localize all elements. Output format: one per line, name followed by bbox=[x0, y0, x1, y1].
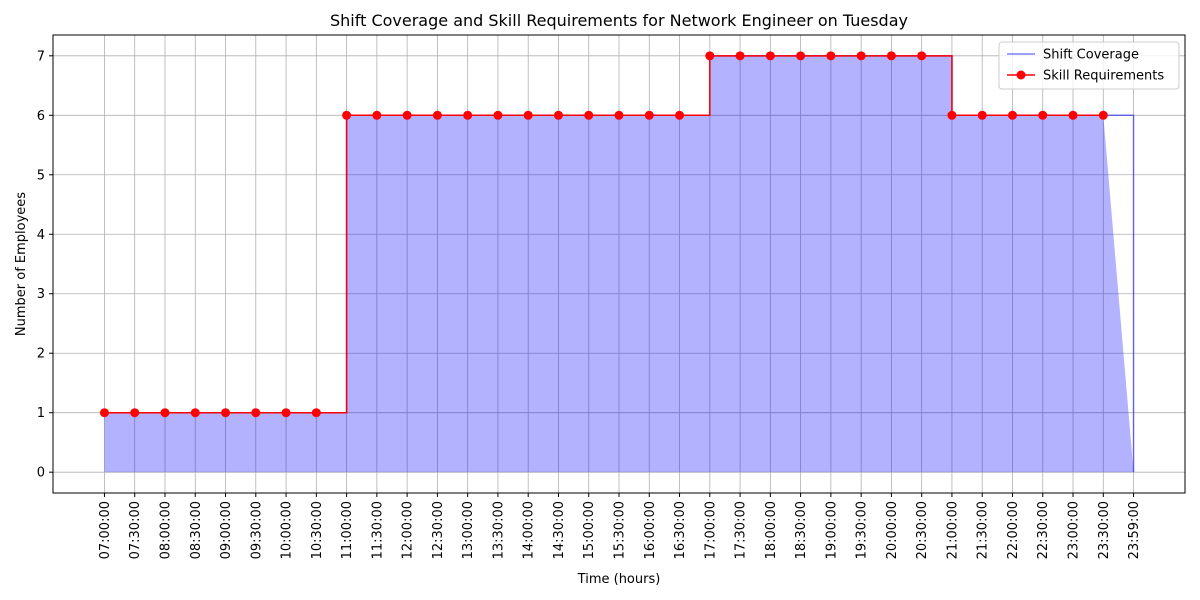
requirement-marker bbox=[553, 110, 563, 120]
x-tick-label: 11:30:00 bbox=[370, 501, 385, 559]
x-tick-label: 09:00:00 bbox=[219, 501, 234, 559]
x-tick-label: 08:00:00 bbox=[158, 501, 173, 559]
requirement-marker bbox=[1038, 110, 1048, 120]
x-tick-label: 18:00:00 bbox=[764, 501, 779, 559]
requirement-marker bbox=[856, 51, 866, 61]
requirement-marker bbox=[886, 51, 896, 61]
x-tick-label: 21:00:00 bbox=[945, 501, 960, 559]
y-tick-label: 5 bbox=[37, 168, 45, 183]
requirement-marker bbox=[251, 408, 261, 418]
x-tick-label: 15:00:00 bbox=[582, 501, 597, 559]
x-tick-label: 13:30:00 bbox=[491, 501, 506, 559]
requirement-marker bbox=[493, 110, 503, 120]
plot bbox=[99, 51, 1135, 473]
requirement-marker bbox=[644, 110, 654, 120]
x-tick-label: 09:30:00 bbox=[249, 501, 264, 559]
x-tick-label: 16:00:00 bbox=[643, 501, 658, 559]
requirement-marker bbox=[372, 110, 382, 120]
requirement-marker bbox=[584, 110, 594, 120]
x-tick-label: 19:00:00 bbox=[824, 501, 839, 559]
x-axis-label: Time (hours) bbox=[577, 572, 661, 587]
requirement-marker bbox=[826, 51, 836, 61]
requirement-marker bbox=[614, 110, 624, 120]
x-tick-label: 22:00:00 bbox=[1006, 501, 1021, 559]
legend-marker bbox=[1016, 70, 1026, 80]
requirement-marker bbox=[1068, 110, 1078, 120]
x-tick-label: 23:59:00 bbox=[1127, 501, 1142, 559]
x-tick-label: 22:30:00 bbox=[1036, 501, 1051, 559]
requirement-marker bbox=[796, 51, 806, 61]
x-tick-label: 10:00:00 bbox=[280, 501, 295, 559]
y-tick-label: 0 bbox=[37, 466, 45, 481]
x-tick-label: 11:00:00 bbox=[340, 501, 355, 559]
x-tick-label: 18:30:00 bbox=[794, 501, 809, 559]
y-tick-label: 2 bbox=[37, 347, 45, 362]
requirement-marker bbox=[221, 408, 231, 418]
legend-label: Shift Coverage bbox=[1043, 48, 1139, 63]
x-tick-label: 23:30:00 bbox=[1097, 501, 1112, 559]
requirement-marker bbox=[130, 408, 140, 418]
x-tick-label: 07:00:00 bbox=[98, 501, 113, 559]
legend-label: Skill Requirements bbox=[1043, 69, 1164, 84]
requirement-marker bbox=[705, 51, 715, 61]
y-tick-label: 1 bbox=[37, 406, 45, 421]
requirement-marker bbox=[1007, 110, 1017, 120]
requirement-marker bbox=[917, 51, 927, 61]
requirement-marker bbox=[463, 110, 473, 120]
x-tick-label: 17:30:00 bbox=[734, 501, 749, 559]
y-axis-label: Number of Employees bbox=[14, 192, 29, 336]
requirement-marker bbox=[281, 408, 291, 418]
x-tick-label: 21:30:00 bbox=[976, 501, 991, 559]
requirement-marker bbox=[160, 408, 170, 418]
requirement-marker bbox=[523, 110, 533, 120]
x-tick-label: 17:00:00 bbox=[703, 501, 718, 559]
legend: Shift Coverage Skill Requirements bbox=[998, 41, 1180, 90]
requirement-marker bbox=[675, 110, 685, 120]
requirement-marker bbox=[1098, 110, 1108, 120]
x-tick-label: 14:30:00 bbox=[552, 501, 567, 559]
requirement-marker bbox=[190, 408, 200, 418]
coverage-area bbox=[104, 55, 1134, 473]
requirement-marker bbox=[977, 110, 987, 120]
requirement-marker bbox=[735, 51, 745, 61]
ticks: 0 1 2 3 4 5 6 7 07:00:00 07:30:00 08:00:00 08:30:00… bbox=[37, 49, 1142, 559]
x-tick-label: 12:00:00 bbox=[401, 501, 416, 559]
legend-box bbox=[998, 41, 1180, 90]
y-tick-label: 3 bbox=[37, 287, 45, 302]
chart-title: Shift Coverage and Skill Requirements fo… bbox=[330, 11, 908, 30]
x-tick-label: 08:30:00 bbox=[189, 501, 204, 559]
x-tick-label: 14:00:00 bbox=[522, 501, 537, 559]
requirement-marker bbox=[342, 110, 352, 120]
requirement-marker bbox=[947, 110, 957, 120]
x-tick-label: 23:00:00 bbox=[1067, 501, 1082, 559]
x-tick-label: 15:30:00 bbox=[613, 501, 628, 559]
x-tick-label: 20:30:00 bbox=[915, 501, 930, 559]
x-tick-label: 10:30:00 bbox=[310, 501, 325, 559]
requirement-marker bbox=[432, 110, 442, 120]
y-tick-label: 6 bbox=[37, 109, 45, 124]
y-tick-label: 4 bbox=[37, 228, 45, 243]
x-tick-label: 07:30:00 bbox=[128, 501, 143, 559]
requirement-marker bbox=[765, 51, 775, 61]
x-tick-label: 13:00:00 bbox=[461, 501, 476, 559]
x-tick-label: 20:00:00 bbox=[885, 501, 900, 559]
requirement-marker bbox=[99, 408, 109, 418]
y-tick-label: 7 bbox=[37, 49, 45, 64]
x-tick-label: 16:30:00 bbox=[673, 501, 688, 559]
requirement-marker bbox=[311, 408, 321, 418]
requirement-marker bbox=[402, 110, 412, 120]
x-tick-label: 19:30:00 bbox=[855, 501, 870, 559]
x-tick-label: 12:30:00 bbox=[431, 501, 446, 559]
